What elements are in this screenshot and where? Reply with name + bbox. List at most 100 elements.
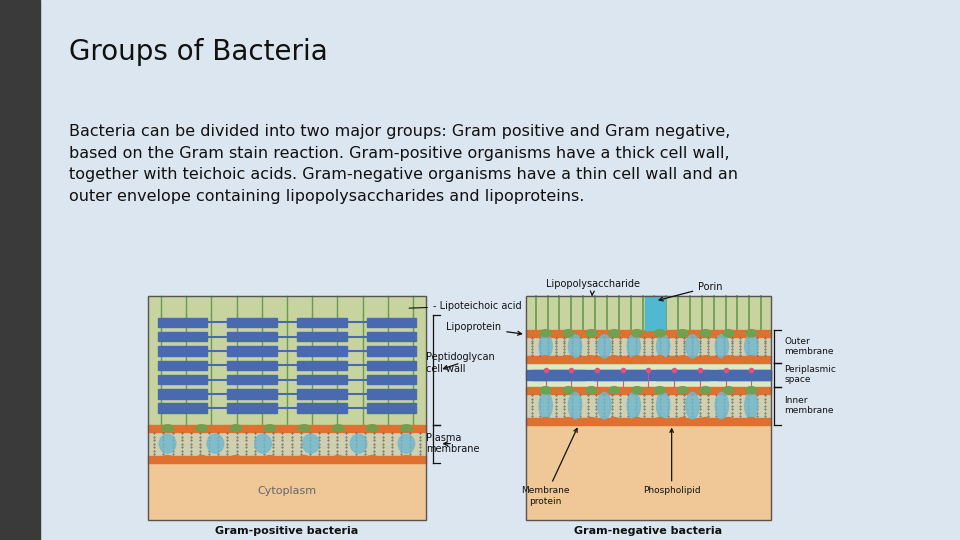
- Ellipse shape: [678, 387, 688, 394]
- Bar: [367, 332, 417, 341]
- Text: Inner
membrane: Inner membrane: [784, 396, 834, 415]
- Ellipse shape: [632, 417, 642, 424]
- Text: Cytoplasm: Cytoplasm: [257, 486, 317, 496]
- Ellipse shape: [539, 335, 552, 358]
- Ellipse shape: [745, 393, 757, 419]
- Ellipse shape: [568, 335, 582, 358]
- Ellipse shape: [745, 335, 757, 358]
- Ellipse shape: [715, 335, 729, 358]
- Bar: [297, 389, 347, 399]
- Bar: [526, 356, 771, 363]
- Ellipse shape: [678, 356, 688, 363]
- Bar: [526, 296, 771, 519]
- Bar: [526, 296, 771, 329]
- Ellipse shape: [229, 456, 242, 463]
- Bar: [157, 332, 207, 341]
- Ellipse shape: [540, 387, 551, 394]
- Text: - Lipoteichoic acid: - Lipoteichoic acid: [409, 301, 521, 311]
- Bar: [297, 403, 347, 413]
- Ellipse shape: [207, 434, 224, 453]
- Ellipse shape: [350, 434, 367, 453]
- Bar: [228, 403, 277, 413]
- Ellipse shape: [723, 387, 733, 394]
- Bar: [526, 329, 771, 337]
- Ellipse shape: [657, 393, 670, 419]
- Ellipse shape: [632, 329, 642, 337]
- Ellipse shape: [229, 424, 242, 432]
- Bar: [297, 361, 347, 370]
- Ellipse shape: [400, 424, 412, 432]
- Bar: [148, 296, 426, 519]
- Ellipse shape: [609, 329, 619, 337]
- Text: Peptidoglycan
cell wall: Peptidoglycan cell wall: [426, 352, 495, 374]
- Ellipse shape: [609, 356, 619, 363]
- Ellipse shape: [367, 424, 378, 432]
- Bar: [157, 375, 207, 384]
- Ellipse shape: [367, 456, 378, 463]
- Bar: [148, 463, 426, 519]
- Ellipse shape: [632, 356, 642, 363]
- Ellipse shape: [564, 329, 574, 337]
- Ellipse shape: [400, 456, 412, 463]
- Ellipse shape: [332, 456, 344, 463]
- Ellipse shape: [564, 387, 574, 394]
- Bar: [645, 296, 665, 329]
- Bar: [297, 332, 347, 341]
- Ellipse shape: [655, 417, 665, 424]
- Ellipse shape: [655, 387, 665, 394]
- Ellipse shape: [746, 417, 756, 424]
- Bar: [148, 315, 426, 424]
- Ellipse shape: [196, 424, 207, 432]
- Bar: [367, 318, 417, 327]
- Bar: [148, 424, 426, 432]
- Ellipse shape: [540, 356, 551, 363]
- Bar: [718, 370, 771, 380]
- Ellipse shape: [564, 417, 574, 424]
- Bar: [594, 370, 647, 380]
- Ellipse shape: [700, 387, 710, 394]
- Ellipse shape: [586, 329, 596, 337]
- Ellipse shape: [298, 424, 310, 432]
- Bar: [526, 363, 771, 387]
- Ellipse shape: [627, 393, 640, 419]
- Text: Periplasmic
space: Periplasmic space: [784, 365, 836, 384]
- Ellipse shape: [568, 393, 582, 419]
- Ellipse shape: [632, 387, 642, 394]
- Bar: [157, 346, 207, 356]
- Bar: [228, 389, 277, 399]
- Ellipse shape: [657, 335, 670, 358]
- Ellipse shape: [264, 424, 276, 432]
- Ellipse shape: [598, 393, 611, 419]
- Ellipse shape: [161, 456, 174, 463]
- Bar: [228, 346, 277, 356]
- Ellipse shape: [723, 356, 733, 363]
- Text: Membrane
protein: Membrane protein: [521, 428, 577, 506]
- Ellipse shape: [159, 434, 176, 453]
- Bar: [526, 370, 771, 380]
- Ellipse shape: [539, 393, 552, 419]
- Ellipse shape: [685, 335, 699, 358]
- Ellipse shape: [746, 356, 756, 363]
- Ellipse shape: [161, 424, 174, 432]
- Ellipse shape: [627, 335, 640, 358]
- Bar: [297, 375, 347, 384]
- Ellipse shape: [332, 424, 344, 432]
- Ellipse shape: [678, 417, 688, 424]
- Text: Lipopolysaccharide: Lipopolysaccharide: [545, 279, 639, 295]
- Ellipse shape: [685, 393, 699, 419]
- Ellipse shape: [700, 417, 710, 424]
- Ellipse shape: [254, 434, 272, 453]
- Text: Gram-negative bacteria: Gram-negative bacteria: [574, 525, 723, 536]
- Ellipse shape: [398, 434, 415, 453]
- Bar: [367, 389, 417, 399]
- Ellipse shape: [540, 329, 551, 337]
- Bar: [526, 337, 771, 356]
- Ellipse shape: [723, 417, 733, 424]
- Bar: [228, 332, 277, 341]
- Bar: [157, 403, 207, 413]
- Bar: [228, 375, 277, 384]
- Bar: [148, 296, 426, 315]
- Ellipse shape: [540, 417, 551, 424]
- Bar: [228, 361, 277, 370]
- Text: Bacteria can be divided into two major groups: Gram positive and Gram negative,
: Bacteria can be divided into two major g…: [69, 124, 738, 204]
